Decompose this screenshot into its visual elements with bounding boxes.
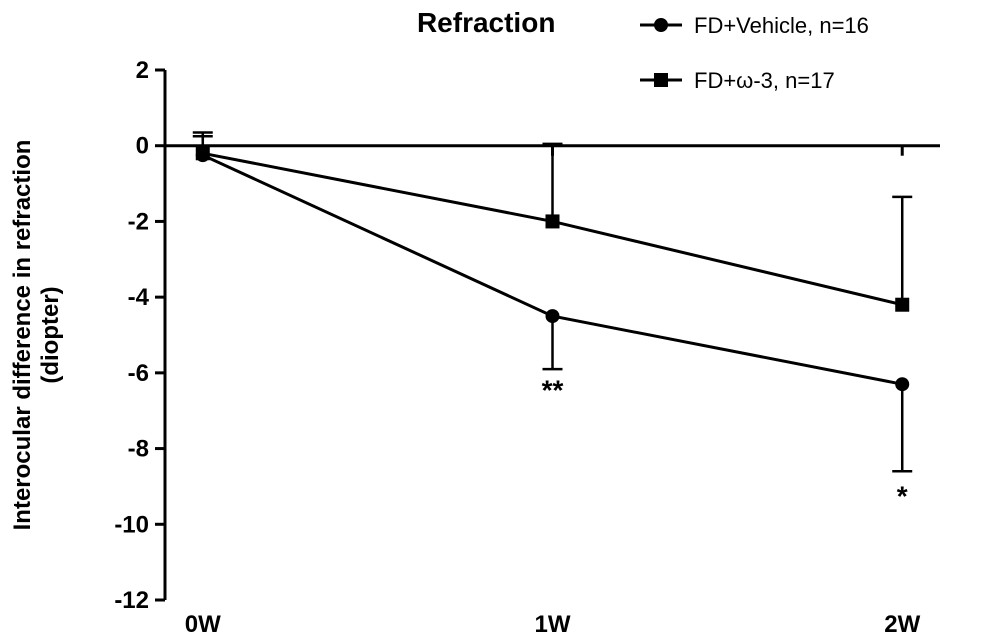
x-tick-label: 2W	[884, 611, 920, 638]
refraction-chart: Refraction -12 -10 -8 -6 -4 -2 0 2 0W 1W 2W Interocu…	[0, 0, 1000, 638]
significance-annotation: *	[897, 480, 908, 511]
y-tick-label: 2	[136, 57, 149, 84]
y-tick-label: -4	[128, 284, 150, 311]
y-tick-label: -8	[128, 436, 149, 463]
marker-square	[546, 214, 560, 228]
legend-marker-circle	[654, 18, 668, 32]
y-tick-label: 0	[136, 133, 149, 160]
significance-annotation: **	[542, 374, 564, 405]
legend-label: FD+ω-3, n=17	[694, 68, 835, 93]
marker-circle	[546, 309, 560, 323]
y-tick-label: -2	[128, 208, 149, 235]
y-axis-label: Interocular difference in refraction(dio…	[9, 140, 64, 531]
marker-square	[196, 146, 210, 160]
y-tick-label: -10	[114, 511, 149, 538]
marker-square	[895, 298, 909, 312]
x-tick-label: 0W	[185, 611, 221, 638]
y-tick-label: -12	[114, 587, 149, 614]
svg-text:(diopter): (diopter)	[37, 286, 64, 383]
y-tick-label: -6	[128, 360, 149, 387]
x-tick-label: 1W	[535, 611, 571, 638]
chart-container: Refraction -12 -10 -8 -6 -4 -2 0 2 0W 1W 2W Interocu…	[0, 0, 1000, 638]
marker-circle	[895, 377, 909, 391]
legend-label: FD+Vehicle, n=16	[694, 13, 869, 38]
chart-title: Refraction	[417, 7, 555, 38]
svg-text:Interocular difference in refr: Interocular difference in refraction	[9, 140, 36, 531]
legend-marker-square	[654, 73, 668, 87]
